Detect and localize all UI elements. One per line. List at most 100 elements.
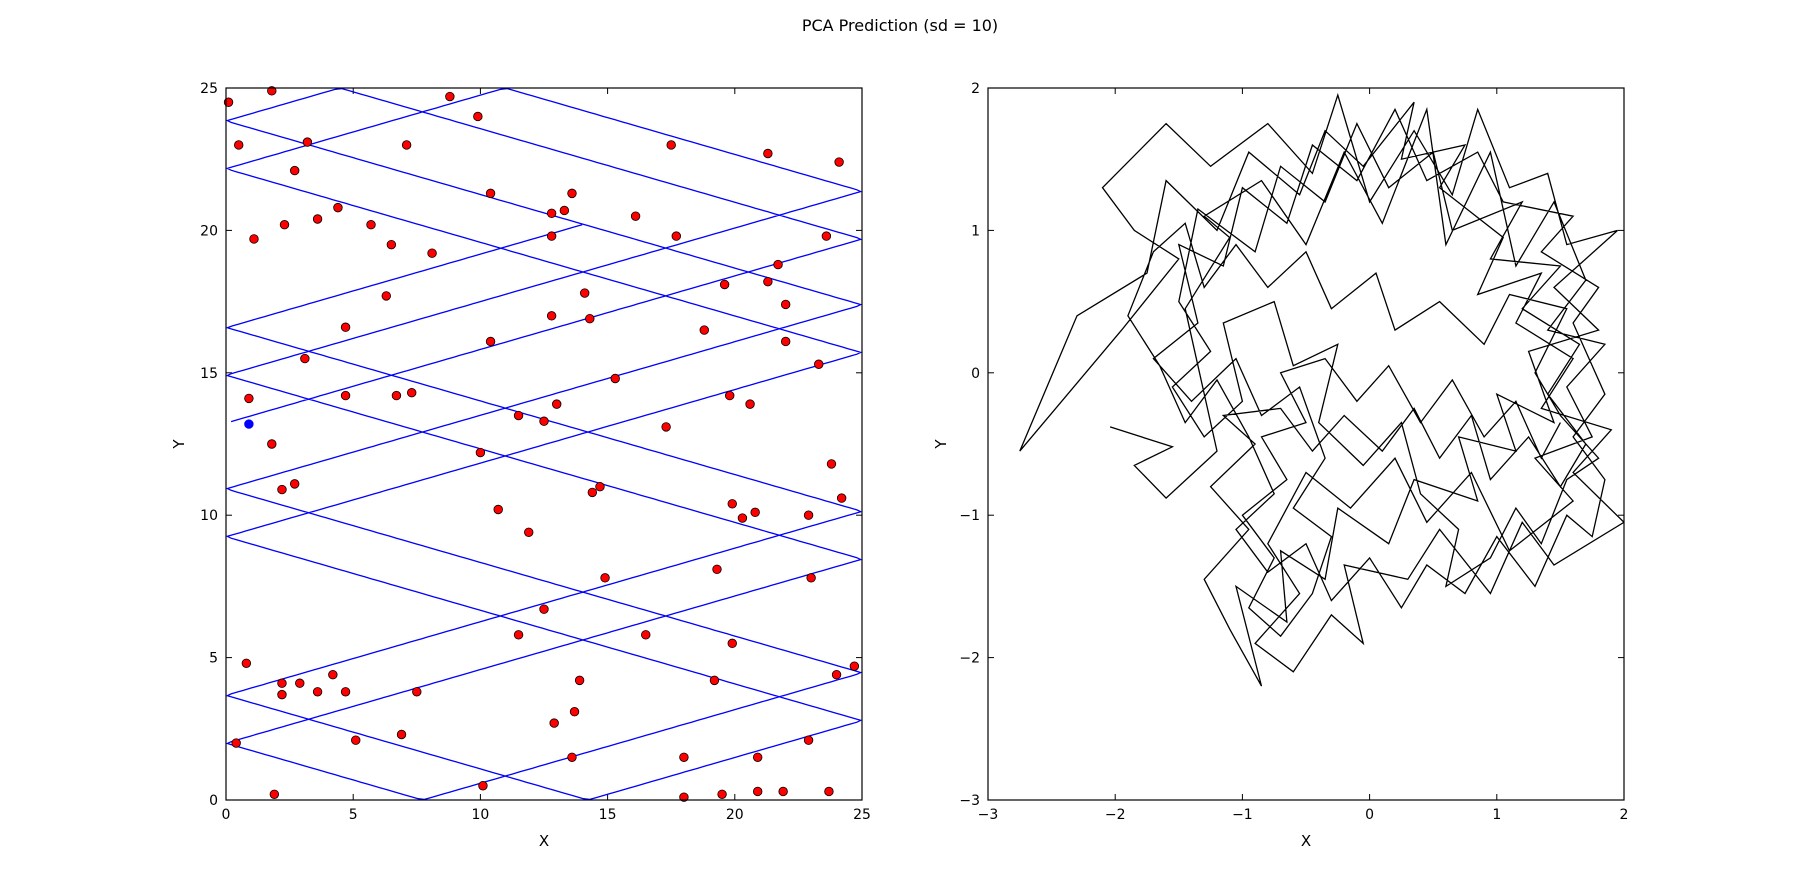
left-scatter-panel: 0 5 10 15 20 25 0 5 10 15 20 25 X Y: [170, 81, 871, 850]
data-point: [485, 188, 496, 199]
data-point: [585, 313, 595, 324]
data-point: [473, 111, 483, 122]
x-tick-label: 1: [1492, 807, 1501, 823]
data-point: [803, 735, 814, 745]
data-point: [580, 288, 590, 298]
y-tick-label: 25: [200, 81, 218, 97]
figure-title: PCA Prediction (sd = 10): [802, 16, 998, 35]
data-point: [269, 789, 280, 800]
data-point: [513, 410, 524, 421]
data-point: [679, 752, 689, 762]
data-point: [381, 291, 391, 301]
data-point: [709, 675, 720, 686]
y-tick-label: 20: [200, 223, 218, 239]
data-point: [567, 188, 577, 199]
data-point: [277, 484, 287, 495]
data-point: [666, 140, 676, 150]
data-point: [569, 707, 580, 717]
data-point: [641, 630, 651, 640]
data-point: [671, 231, 681, 241]
data-point: [814, 359, 824, 369]
data-point: [401, 140, 412, 150]
prediction-path: [1019, 92, 1624, 687]
data-point: [546, 311, 557, 321]
data-point: [661, 422, 671, 432]
data-point: [351, 735, 361, 745]
x-tick-label: 15: [599, 807, 617, 823]
y-tick-label: 0: [971, 366, 980, 382]
data-point: [300, 353, 310, 364]
x-tick-label: 2: [1620, 807, 1629, 823]
data-point: [752, 786, 763, 797]
data-point: [312, 214, 323, 224]
data-point: [719, 279, 730, 290]
y-tick-label: 0: [209, 793, 218, 809]
data-point: [821, 231, 832, 241]
data-point: [806, 573, 816, 583]
data-point: [849, 661, 860, 671]
data-point: [567, 752, 577, 762]
data-point: [712, 564, 722, 575]
data-point: [328, 669, 338, 680]
data-point: [302, 137, 313, 147]
data-point: [539, 416, 549, 426]
y-tick-label: 1: [971, 223, 980, 239]
data-point: [478, 781, 488, 791]
data-point: [493, 504, 503, 515]
data-point: [752, 752, 763, 762]
plot-frame: [225, 87, 863, 801]
data-point: [836, 493, 847, 503]
x-tick-label: −1: [1232, 807, 1253, 823]
data-point: [289, 165, 300, 176]
data-point: [289, 479, 300, 489]
y-tick-label: 10: [200, 508, 218, 524]
data-point: [803, 510, 814, 520]
x-tick-label: −3: [978, 807, 999, 823]
x-axis-label: X: [1301, 832, 1311, 850]
x-tick-label: 5: [349, 807, 358, 823]
data-point: [241, 658, 252, 668]
y-tick-label: −3: [959, 793, 980, 809]
data-point: [727, 499, 737, 509]
data-point: [234, 140, 244, 150]
data-point: [249, 234, 259, 244]
data-point: [630, 211, 641, 221]
data-point: [824, 786, 834, 797]
data-point: [524, 527, 534, 537]
data-point: [778, 786, 788, 797]
y-axis-label: Y: [932, 439, 950, 450]
x-tick-label: −2: [1105, 807, 1126, 823]
data-point: [340, 322, 351, 332]
data-point: [485, 336, 496, 347]
data-point: [834, 157, 844, 167]
data-point: [412, 687, 422, 697]
data-point: [539, 604, 549, 614]
data-point: [546, 208, 557, 219]
data-point: [277, 689, 287, 700]
x-tick-label: 0: [1365, 807, 1374, 823]
data-point: [312, 687, 323, 697]
y-tick-label: 5: [209, 651, 218, 667]
data-point: [267, 439, 277, 449]
y-tick-label: 15: [200, 366, 218, 382]
data-point: [340, 687, 351, 697]
data-point: [231, 738, 241, 748]
data-point: [552, 399, 562, 409]
data-point: [699, 325, 709, 335]
data-point: [780, 299, 791, 310]
data-point: [773, 259, 783, 270]
data-point: [513, 630, 524, 640]
data-point: [559, 205, 570, 216]
current-position-marker: [244, 419, 254, 429]
data-point: [549, 718, 559, 728]
y-tick-label: 2: [971, 81, 980, 97]
data-point: [386, 239, 397, 250]
data-point: [595, 482, 605, 492]
data-point: [366, 220, 376, 230]
data-point: [737, 513, 748, 523]
data-point: [333, 202, 343, 213]
data-point: [391, 390, 402, 401]
data-point: [780, 336, 791, 347]
data-point: [574, 675, 585, 686]
